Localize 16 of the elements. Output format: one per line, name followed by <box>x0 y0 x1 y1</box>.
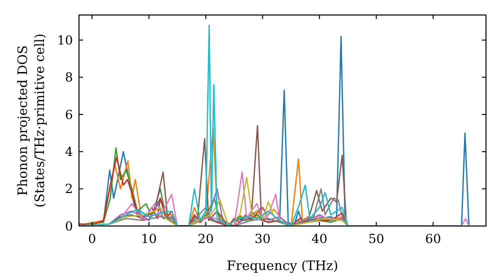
y-tick-label: 6 <box>65 106 74 122</box>
y-tick-label: 8 <box>65 70 74 85</box>
x-tick-label: 10 <box>140 231 157 246</box>
line-series <box>79 24 349 226</box>
x-axis-title: Frequency (THz) <box>226 259 338 274</box>
x-tick-label: 30 <box>254 231 271 246</box>
x-tick-label: 50 <box>368 231 384 246</box>
y-tick-label: 4 <box>65 144 74 160</box>
x-tick-label: 60 <box>425 231 442 246</box>
x-tick-label: 40 <box>311 231 328 246</box>
y-tick-label: 10 <box>57 32 74 48</box>
x-tick-label: 20 <box>198 231 214 246</box>
x-tick-label: 0 <box>88 231 96 246</box>
y-tick-label: 0 <box>65 218 74 234</box>
y-axis-title: Phonon projected DOS (States/THz·primitive cell) <box>16 33 48 208</box>
y-tick-label: 2 <box>65 181 73 196</box>
